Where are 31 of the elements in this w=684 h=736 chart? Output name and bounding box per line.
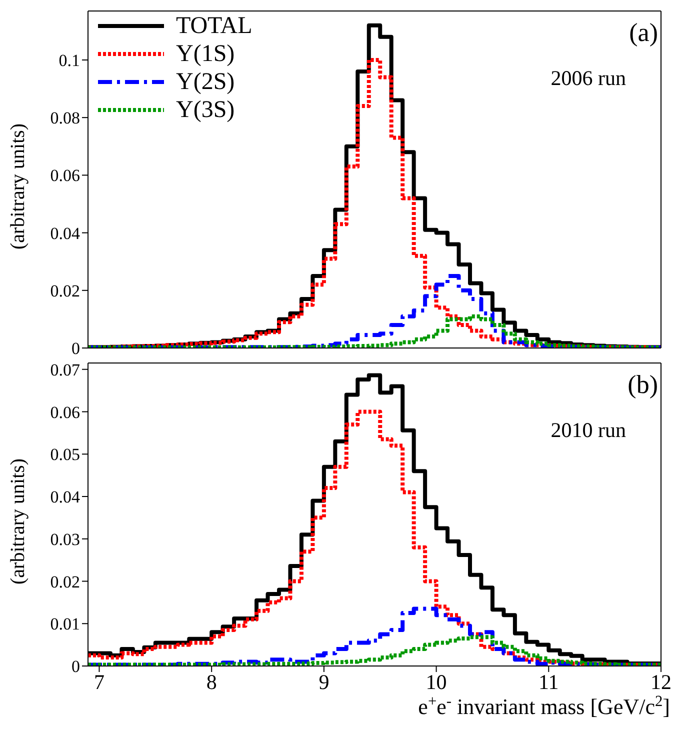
- annotation: 2010 run: [550, 418, 626, 443]
- y-tick-label: 0.06: [50, 166, 80, 186]
- annotation: (b): [628, 370, 658, 400]
- legend-label: Υ(3S): [176, 96, 235, 124]
- y-tick-label: 0: [72, 657, 80, 676]
- y-tick-label: 0.02: [50, 281, 80, 300]
- x-tick-label: 7: [94, 670, 104, 694]
- x-tick-label: 11: [538, 670, 559, 694]
- x-axis-title: e$^{+}$e$^{-}$ invariant mass [GeV/c$^{2}$]: [418, 692, 670, 719]
- legend-label: Υ(1S): [176, 40, 235, 68]
- y-tick-label: 0.04: [50, 488, 80, 507]
- annotation: (a): [629, 18, 658, 48]
- y-tick-label: 0.08: [50, 108, 80, 128]
- x-tick-label: 8: [206, 670, 217, 694]
- y-tick-label: 0.04: [50, 224, 80, 243]
- y-tick-label: 0.03: [50, 530, 80, 549]
- x-tick-label: 12: [650, 670, 672, 694]
- annotation: 2006 run: [550, 66, 626, 91]
- x-tick-label: 9: [318, 670, 330, 694]
- legend-label: Υ(2S): [176, 68, 235, 96]
- y-tick-label: 0.01: [50, 614, 80, 634]
- x-tick-label: 10: [426, 670, 447, 694]
- y-tick-label: 0.05: [50, 445, 80, 464]
- y-axis-title: (arbitrary units): [7, 123, 30, 250]
- y-tick-label: 0.07: [50, 360, 80, 380]
- legend-label: TOTAL: [176, 12, 252, 40]
- y-tick-label: 0.1: [58, 51, 80, 70]
- y-axis-title: (arbitrary units): [7, 458, 30, 584]
- y-tick-label: 0.06: [50, 402, 80, 422]
- y-tick-label: 0: [72, 339, 80, 358]
- y-tick-label: 0.02: [50, 572, 80, 592]
